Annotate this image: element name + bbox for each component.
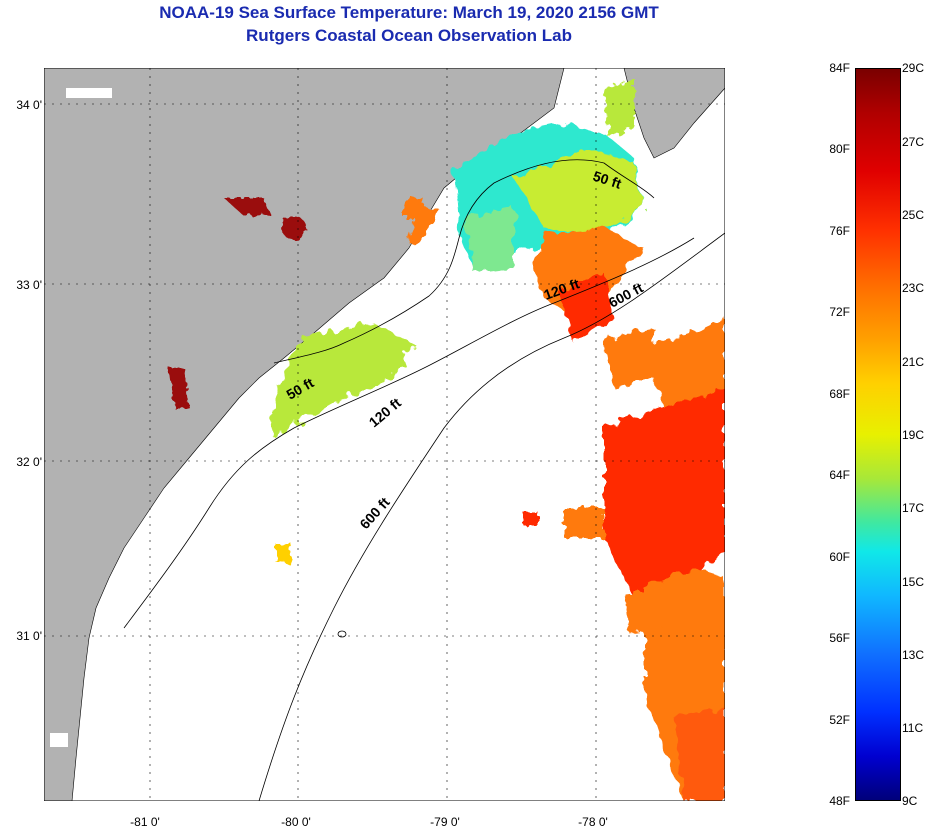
cbar-f-80: 80F [829,142,850,156]
cbar-f-56: 56F [829,631,850,645]
lat-label-33: 33 0' [16,278,42,292]
map-title: NOAA-19 Sea Surface Temperature: March 1… [159,3,659,22]
lat-label-31: 31 0' [16,629,42,643]
lon-label-79: -79 0' [430,815,460,829]
cbar-c-19: 19C [902,428,925,442]
isobath-120ft [123,237,695,629]
sst-offshore-red [604,378,725,598]
sst-map: 50 ft 120 ft 600 ft 50 ft 120 ft 600 ft [43,67,726,802]
lon-label-78: -78 0' [578,815,608,829]
lat-label-34: 34 0' [16,98,42,112]
cbar-f-84: 84F [829,61,850,75]
lon-label-80: -80 0' [281,815,311,829]
lat-label-32: 32 0' [16,455,42,469]
cbar-c-27: 27C [902,135,925,149]
sst-nearshore-green [269,323,414,438]
lon-label-81: -81 0' [130,815,160,829]
cbar-c-11: 11C [902,721,924,735]
cbar-c-13: 13C [902,648,925,662]
cbar-f-48: 48F [829,794,850,808]
cbar-f-76: 76F [829,224,850,238]
cbar-c-9: 9C [902,794,918,808]
cbar-f-68: 68F [829,387,850,401]
isobath-600ft [258,232,726,802]
map-subtitle: Rutgers Coastal Ocean Observation Lab [246,26,572,45]
cbar-c-25: 25C [902,208,925,222]
cbar-f-60: 60F [829,550,850,564]
temperature-colorbar [855,68,901,801]
cbar-f-64: 64F [829,468,850,482]
cbar-c-21: 21C [902,355,925,369]
cbar-c-15: 15C [902,575,925,589]
cbar-f-72: 72F [829,305,850,319]
cbar-f-52: 52F [829,713,850,727]
isobath-50ft [273,159,655,364]
cbar-c-23: 23C [902,281,925,295]
cbar-c-29: 29C [902,61,925,75]
sst-cold-north [604,78,634,138]
cbar-c-17: 17C [902,501,925,515]
